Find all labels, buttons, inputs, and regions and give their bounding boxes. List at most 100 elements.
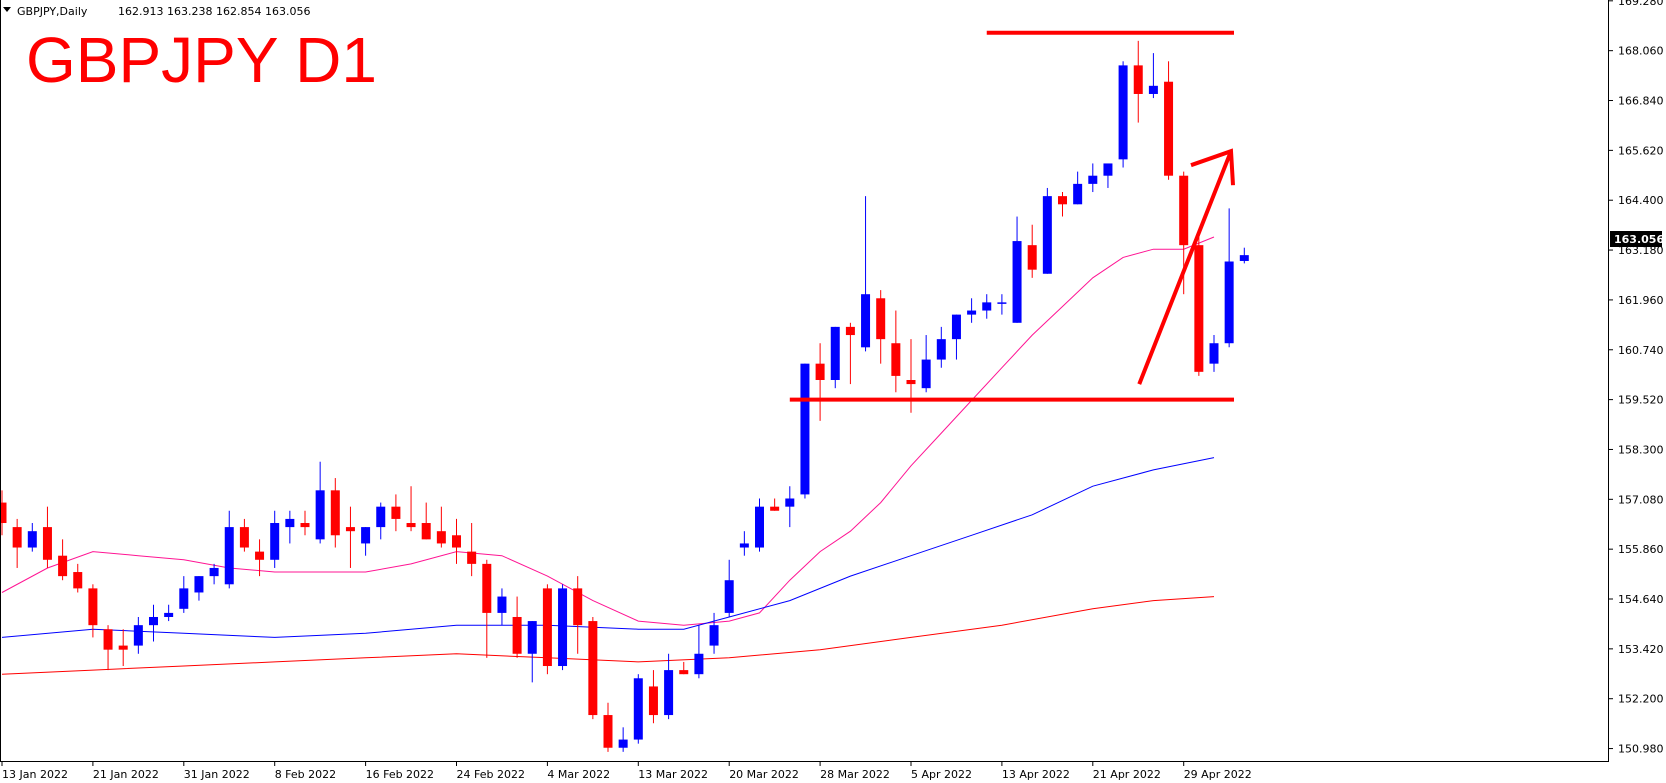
candle-body (770, 506, 780, 511)
candle-body (270, 523, 280, 560)
candle (1042, 187, 1052, 274)
y-tick-label: 152.200 (1618, 693, 1664, 706)
candle (527, 621, 537, 683)
candle (618, 727, 628, 752)
candle-body (27, 531, 37, 548)
x-tick-label: 5 Apr 2022 (911, 768, 972, 781)
y-tick-label: 153.420 (1618, 643, 1664, 656)
dropdown-triangle-icon[interactable] (3, 7, 11, 12)
candle-body (527, 621, 537, 654)
candle-body (1148, 85, 1158, 94)
candle-body (830, 326, 840, 380)
current-price-label: 163.056 (1614, 233, 1664, 246)
candle (1239, 247, 1249, 264)
candle-body (1209, 343, 1219, 364)
candle-body (164, 612, 174, 617)
candle (179, 576, 189, 613)
y-tick-label: 169.280 (1618, 0, 1664, 8)
x-tick-label: 13 Mar 2022 (638, 768, 708, 781)
candle-body (997, 302, 1007, 304)
candle (648, 670, 658, 724)
trend-arrow-shaft (1137, 150, 1233, 385)
candle (315, 461, 325, 544)
candle-body (709, 625, 719, 646)
candle (724, 559, 734, 617)
candle-body (1027, 245, 1037, 270)
candle (1194, 236, 1204, 376)
candle-body (73, 572, 83, 589)
candle (861, 196, 871, 352)
candle (118, 629, 128, 667)
candle (285, 510, 295, 544)
candle-body (118, 645, 128, 650)
y-tick-label: 161.960 (1618, 294, 1664, 307)
candle-body (664, 670, 674, 716)
candle (1058, 192, 1067, 217)
candle-body (679, 670, 689, 675)
candle (406, 486, 416, 532)
x-tick-label: 21 Jan 2022 (93, 768, 159, 781)
candle (467, 523, 477, 577)
y-tick-label: 157.080 (1618, 493, 1664, 506)
candle-body (179, 588, 189, 609)
candle-body (436, 531, 446, 544)
candle-body (785, 498, 795, 507)
candle (12, 518, 22, 568)
candle-body (0, 502, 7, 524)
price-axis: 169.280 168.060 166.840 165.620 164.400 163.1… (1608, 0, 1664, 756)
candle-body (982, 302, 992, 311)
candle-body (58, 555, 68, 577)
current-price-box (1610, 231, 1662, 247)
candle (436, 506, 446, 548)
x-tick-label: 29 Apr 2022 (1184, 768, 1252, 781)
candle-body (558, 588, 568, 667)
candle-body (194, 576, 204, 593)
candle (876, 290, 886, 364)
candle (755, 498, 764, 552)
candle-body (1088, 175, 1098, 184)
current-price-marker: 163.056 (1610, 231, 1664, 247)
candle-body (724, 580, 734, 613)
y-tick-label: 168.060 (1618, 45, 1664, 58)
x-tick-label: 24 Feb 2022 (457, 768, 525, 781)
candle-body (921, 359, 931, 389)
candle-body (603, 715, 613, 748)
candle-body (815, 363, 825, 380)
candle (1012, 216, 1022, 323)
candle-body (1012, 241, 1022, 323)
candle-body (1179, 175, 1189, 246)
candle-body (906, 380, 916, 385)
candle (1148, 53, 1158, 99)
candle (376, 502, 386, 540)
time-axis: 13 Jan 2022 21 Jan 2022 31 Jan 2022 8 Feb 2… (1, 761, 1252, 781)
y-tick-label: 164.400 (1618, 194, 1664, 207)
candle-body (512, 616, 522, 654)
candle (58, 539, 68, 581)
ohlc-values: 162.913 163.238 162.854 163.056 (118, 5, 310, 18)
candle-body (800, 363, 810, 495)
candle (482, 559, 492, 658)
x-tick-label: 8 Feb 2022 (275, 768, 336, 781)
candle (1224, 208, 1234, 348)
candle-body (406, 523, 416, 528)
candle (391, 494, 401, 532)
candle (845, 322, 855, 385)
candle (921, 335, 931, 393)
chart-title: GBPJPY D1 (26, 24, 377, 96)
trend-arrow-head (1190, 148, 1235, 186)
y-tick-label: 165.620 (1618, 144, 1664, 157)
candle-body (1224, 261, 1234, 344)
candle (936, 326, 946, 368)
candle-body (618, 739, 628, 748)
y-tick-label: 159.520 (1618, 394, 1664, 407)
y-tick-label: 160.740 (1618, 344, 1664, 357)
x-tick-label: 28 Mar 2022 (820, 768, 890, 781)
candle-body (467, 551, 477, 564)
x-tick-label: 20 Mar 2022 (729, 768, 799, 781)
candle (103, 625, 113, 671)
candle (982, 294, 992, 319)
candle (1118, 61, 1128, 168)
candle-body (588, 621, 598, 716)
